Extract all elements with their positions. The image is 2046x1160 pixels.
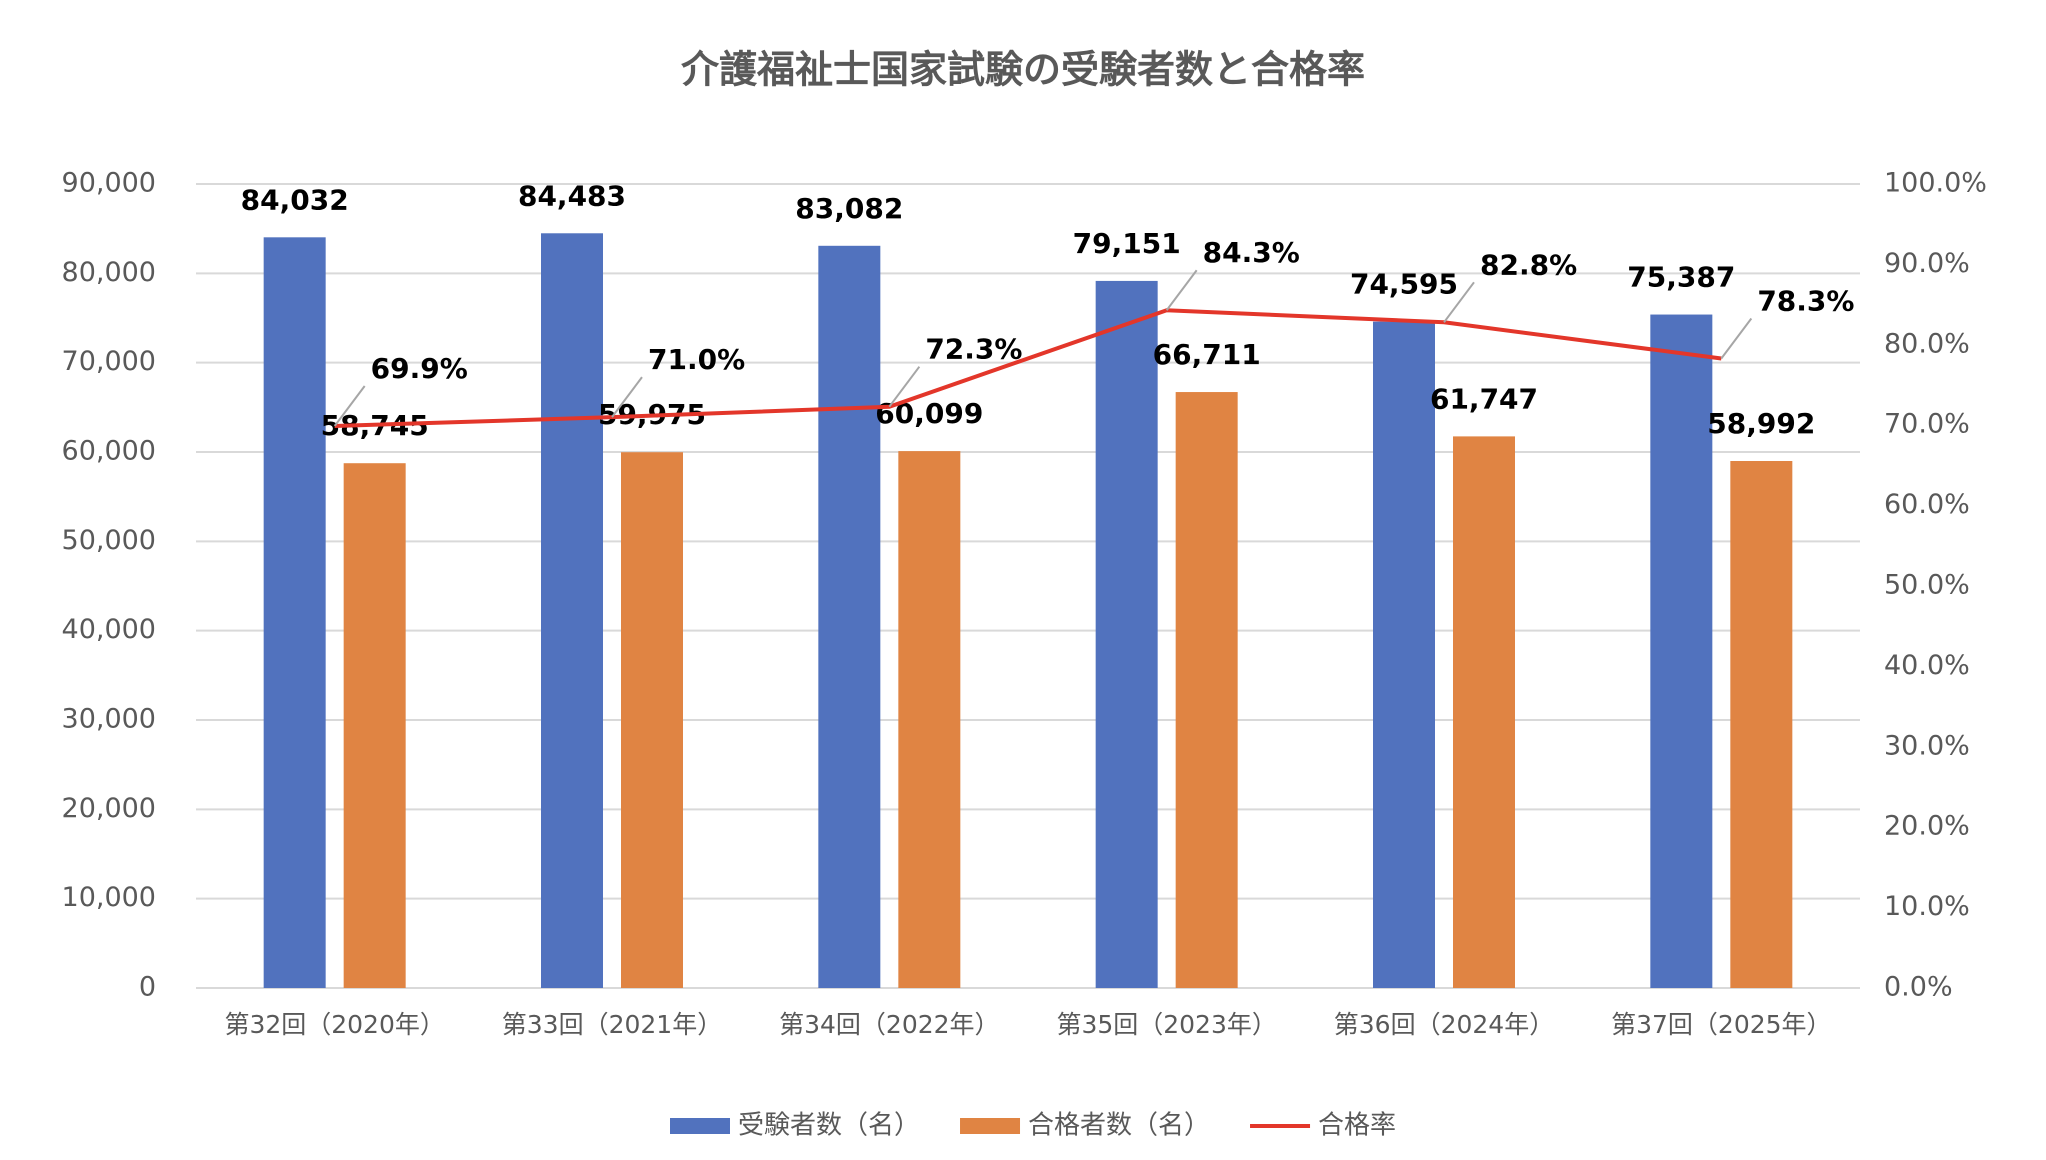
data-label: 84,032 xyxy=(241,183,349,216)
y2-tick-label: 40.0% xyxy=(1884,650,1970,681)
data-label: 83,082 xyxy=(795,192,903,225)
x-tick-label: 第34回（2022年） xyxy=(779,1010,999,1039)
y2-tick-label: 80.0% xyxy=(1884,328,1970,359)
legend-label: 合格者数（名） xyxy=(1028,1111,1210,1141)
data-label: 71.0% xyxy=(648,343,745,376)
leader-line xyxy=(888,366,921,408)
leader-line xyxy=(1165,269,1198,311)
leader-line xyxy=(333,385,366,427)
data-label: 84.3% xyxy=(1203,236,1300,269)
y2-tick-label: 90.0% xyxy=(1884,248,1970,279)
bar xyxy=(343,463,406,989)
data-label: 61,747 xyxy=(1430,382,1538,415)
data-label: 75,387 xyxy=(1627,261,1735,294)
bar xyxy=(818,245,881,989)
bar xyxy=(1730,461,1793,989)
data-label: 72.3% xyxy=(925,333,1022,366)
chart-title: 介護福祉士国家試験の受験者数と合格率 xyxy=(681,48,1365,92)
legend-label: 合格率 xyxy=(1318,1111,1396,1141)
data-label: 60,099 xyxy=(875,397,983,430)
data-label: 69.9% xyxy=(371,352,468,385)
legend-swatch xyxy=(670,1118,730,1134)
y-tick-label: 70,000 xyxy=(62,346,156,377)
data-label: 82.8% xyxy=(1480,248,1577,281)
bar xyxy=(1373,321,1435,988)
y-tick-label: 30,000 xyxy=(62,704,156,735)
bar xyxy=(541,233,603,988)
data-label: 66,711 xyxy=(1153,338,1261,371)
x-tick-label: 第33回（2021年） xyxy=(502,1010,722,1039)
data-label: 79,151 xyxy=(1073,227,1181,260)
bar xyxy=(1650,314,1713,988)
y-tick-label: 80,000 xyxy=(62,257,156,288)
leader-line xyxy=(1720,317,1753,360)
bar xyxy=(621,452,683,988)
x-tick-label: 第35回（2023年） xyxy=(1056,1010,1276,1039)
y2-tick-label: 10.0% xyxy=(1884,891,1970,922)
y-tick-label: 0 xyxy=(139,972,156,1003)
x-tick-label: 第36回（2024年） xyxy=(1334,1010,1554,1039)
data-label: 84,483 xyxy=(518,179,626,212)
bar xyxy=(263,237,326,988)
y2-tick-label: 100.0% xyxy=(1884,168,1987,199)
bar xyxy=(1175,392,1238,988)
leader-line xyxy=(1443,281,1475,323)
y2-tick-label: 30.0% xyxy=(1884,730,1970,761)
y2-tick-label: 50.0% xyxy=(1884,570,1970,601)
y2-tick-label: 20.0% xyxy=(1884,811,1970,842)
y-tick-label: 90,000 xyxy=(62,168,156,199)
data-label: 74,595 xyxy=(1350,268,1458,301)
y2-tick-label: 0.0% xyxy=(1884,972,1953,1003)
x-tick-label: 第32回（2020年） xyxy=(224,1010,444,1039)
y-tick-label: 20,000 xyxy=(62,793,156,824)
data-label: 78.3% xyxy=(1757,284,1854,317)
y-tick-label: 40,000 xyxy=(62,614,156,645)
y-tick-label: 10,000 xyxy=(62,882,156,913)
bar xyxy=(898,451,961,988)
y-tick-label: 60,000 xyxy=(62,436,156,467)
leader-line xyxy=(611,376,643,418)
bar xyxy=(1095,280,1158,988)
line xyxy=(334,308,1722,429)
y-tick-label: 50,000 xyxy=(62,525,156,556)
data-label: 58,992 xyxy=(1707,407,1815,440)
y2-tick-label: 70.0% xyxy=(1884,409,1970,440)
legend-swatch xyxy=(960,1118,1021,1134)
bar xyxy=(1453,436,1515,989)
legend-label: 受験者数（名） xyxy=(738,1111,920,1141)
x-tick-label: 第37回（2025年） xyxy=(1611,1010,1831,1039)
y2-tick-label: 60.0% xyxy=(1884,489,1970,520)
